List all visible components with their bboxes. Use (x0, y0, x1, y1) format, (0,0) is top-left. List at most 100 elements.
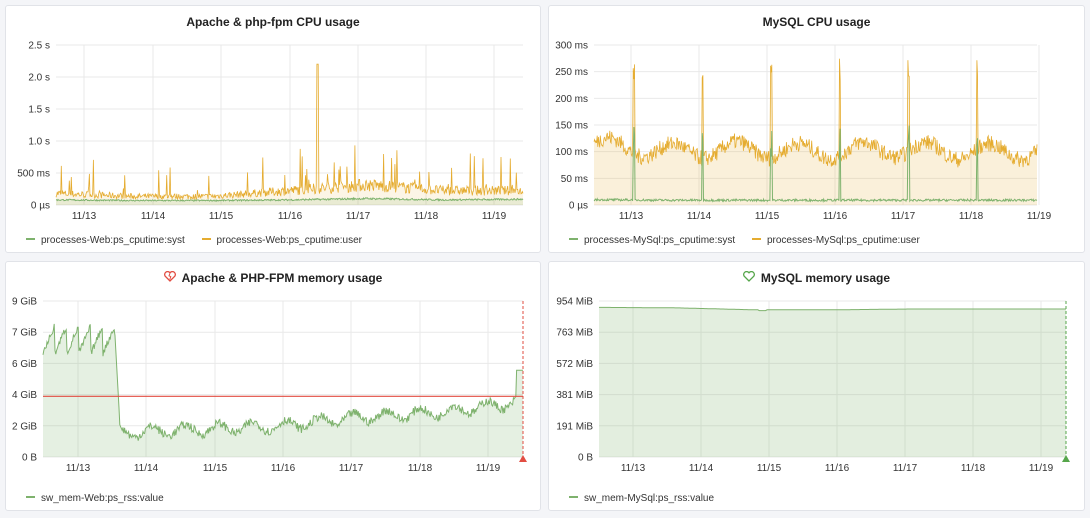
y-tick-label: 0 B (578, 453, 593, 464)
series-syst-area (56, 197, 523, 205)
legend-swatch (26, 496, 35, 499)
series-user-area (594, 58, 1037, 206)
panel-title[interactable]: Apache & PHP-FPM memory usage (6, 270, 540, 285)
y-tick-label: 7 GiB (12, 328, 37, 339)
series-syst-line (593, 125, 1038, 203)
x-tick-label: 11/14 (141, 211, 166, 222)
y-tick-label: 763 MiB (556, 328, 593, 339)
legend-label: processes-Web:ps_cputime:syst (41, 235, 185, 246)
y-tick-label: 300 ms (555, 41, 588, 52)
x-tick-label: 11/13 (66, 463, 91, 474)
legend-item-syst[interactable]: processes-MySql:ps_cputime:syst (569, 235, 735, 246)
x-tick-label: 11/15 (755, 211, 780, 222)
mysql-memory-chart: 0 B 191 MiB 381 MiB 572 MiB 763 MiB 954 MiB 11… (556, 297, 1070, 474)
x-tick-label: 11/19 (1027, 211, 1052, 222)
y-tick-label: 4 GiB (12, 390, 37, 401)
legend-label: processes-MySql:ps_cputime:syst (584, 235, 736, 246)
x-tick-label: 11/15 (757, 463, 782, 474)
x-tick-label: 11/15 (203, 463, 228, 474)
legend: processes-Web:ps_cputime:syst processes-… (26, 235, 376, 246)
y-tick-label: 50 ms (561, 174, 588, 185)
legend-swatch (751, 238, 761, 241)
x-tick-label: 11/13 (72, 211, 97, 222)
legend-item-rss[interactable]: sw_mem-Web:ps_rss:value (26, 493, 164, 504)
mysql-cpu-chart: 0 µs 50 ms 100 ms 150 ms 200 ms 250 ms 300 ms 1… (555, 41, 1052, 223)
grid (56, 44, 523, 206)
series-user-line (55, 63, 524, 201)
panel-title-text: MySQL CPU usage (762, 15, 871, 29)
legend-item-rss[interactable]: sw_mem-MySql:ps_rss:value (569, 493, 714, 504)
y-tick-label: 6 GiB (12, 359, 37, 370)
apache-memory-chart: 0 B 2 GiB 4 GiB 6 GiB 7 GiB 9 GiB 11/13 11/14 11… (12, 297, 527, 474)
x-tick-label: 11/17 (893, 463, 918, 474)
y-tick-label: 250 ms (555, 67, 588, 78)
apache-cpu-panel: Apache & php-fpm CPU usage 0 µs 500 ms 1.0… (5, 5, 541, 253)
panel-title[interactable]: MySQL memory usage (549, 270, 1084, 285)
x-tick-label: 11/13 (619, 211, 644, 222)
x-tick-label: 11/16 (825, 463, 850, 474)
panel-title-text: MySQL memory usage (760, 271, 891, 285)
heart-icon (742, 270, 755, 285)
x-tick-label: 11/17 (346, 211, 371, 222)
panel-title-text: Apache & PHP-FPM memory usage (181, 271, 383, 285)
x-tick-label: 11/16 (271, 463, 296, 474)
legend-item-user[interactable]: processes-MySql:ps_cputime:user (751, 235, 920, 246)
series-rss-area (43, 323, 523, 457)
x-tick-label: 11/14 (687, 211, 712, 222)
x-tick-label: 11/17 (339, 463, 364, 474)
apache-memory-panel: Apache & PHP-FPM memory usage 0 B 2 GiB 4 … (5, 261, 541, 511)
grid (594, 44, 1040, 206)
y-tick-label: 1.0 s (28, 137, 50, 148)
panel-title[interactable]: Apache & php-fpm CPU usage (6, 15, 540, 29)
y-tick-label: 0 µs (569, 201, 588, 212)
series-syst-line (55, 196, 524, 203)
mysql-cpu-panel: MySQL CPU usage 0 µs 50 ms 100 ms 150 ms 200… (548, 5, 1085, 253)
legend: processes-MySql:ps_cputime:syst processe… (569, 235, 934, 246)
x-tick-label: 11/16 (278, 211, 303, 222)
legend-label: sw_mem-Web:ps_rss:value (41, 493, 164, 504)
x-tick-label: 11/16 (823, 211, 848, 222)
legend-item-syst[interactable]: processes-Web:ps_cputime:syst (26, 235, 185, 246)
x-tick-label: 11/14 (689, 463, 714, 474)
series-rss-area (599, 307, 1066, 457)
alert-marker-icon (519, 455, 527, 462)
y-tick-label: 200 ms (555, 94, 588, 105)
legend-label: sw_mem-MySql:ps_rss:value (584, 493, 715, 504)
series-rss-line (42, 323, 523, 441)
y-tick-label: 500 ms (17, 169, 50, 180)
legend: sw_mem-Web:ps_rss:value (26, 493, 178, 504)
y-tick-label: 0 B (22, 453, 37, 464)
grid (43, 300, 523, 458)
panel-title[interactable]: MySQL CPU usage (549, 15, 1084, 29)
x-tick-label: 11/14 (134, 463, 159, 474)
legend-label: processes-Web:ps_cputime:user (216, 235, 362, 246)
y-tick-label: 9 GiB (12, 297, 37, 308)
mysql-memory-panel: MySQL memory usage 0 B 191 MiB 381 MiB 572 … (548, 261, 1085, 511)
y-tick-label: 2.5 s (28, 41, 50, 52)
legend: sw_mem-MySql:ps_rss:value (569, 493, 728, 504)
y-tick-label: 100 ms (555, 147, 588, 158)
y-tick-label: 381 MiB (556, 390, 593, 401)
y-tick-label: 572 MiB (556, 359, 593, 370)
y-tick-label: 150 ms (555, 121, 588, 132)
grid (599, 300, 1066, 458)
x-tick-label: 11/18 (961, 463, 986, 474)
legend-item-user[interactable]: processes-Web:ps_cputime:user (201, 235, 362, 246)
x-tick-label: 11/17 (891, 211, 916, 222)
legend-swatch (201, 238, 211, 241)
y-tick-label: 1.5 s (28, 105, 50, 116)
legend-swatch (569, 238, 578, 241)
broken-heart-icon (163, 270, 176, 285)
y-tick-label: 191 MiB (556, 421, 593, 432)
y-tick-label: 2 GiB (12, 421, 37, 432)
x-tick-label: 11/18 (414, 211, 439, 222)
legend-swatch (569, 496, 578, 499)
y-tick-label: 2.0 s (28, 73, 50, 84)
y-tick-label: 0 µs (31, 201, 50, 212)
x-tick-label: 11/13 (621, 463, 646, 474)
x-tick-label: 11/19 (1029, 463, 1054, 474)
panel-title-text: Apache & php-fpm CPU usage (186, 15, 360, 29)
alert-marker-icon (1062, 455, 1070, 462)
x-tick-label: 11/15 (209, 211, 234, 222)
x-tick-label: 11/19 (482, 211, 507, 222)
